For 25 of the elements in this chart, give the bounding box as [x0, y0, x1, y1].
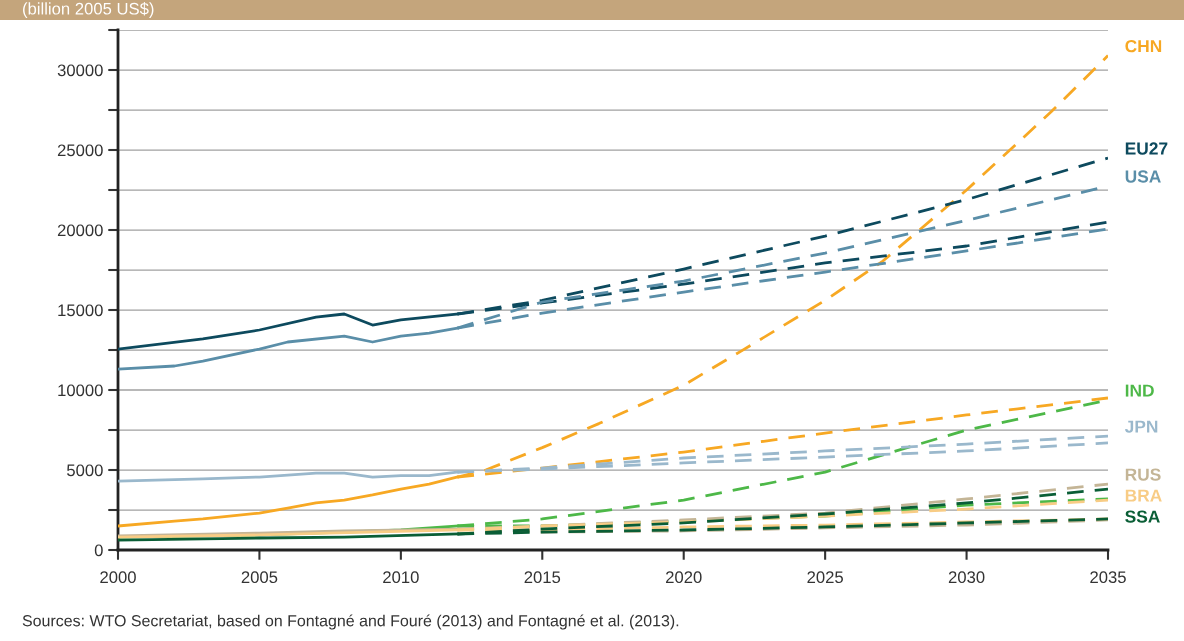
y-tick-label: 0	[94, 544, 103, 557]
series-label: USA	[1125, 170, 1161, 183]
x-tick-label: 2020	[666, 571, 702, 584]
x-tick-label: 2035	[1090, 571, 1126, 584]
y-tick-label: 20000	[57, 224, 103, 237]
y-tick-label: 30000	[57, 64, 103, 77]
y-tick-label: 10000	[58, 384, 103, 397]
x-tick-label: 2005	[241, 571, 278, 584]
source-note: Sources: WTO Secretariat, based on Fontagné and Fouré (2013) and Fontagné et al. (2013).	[22, 614, 679, 630]
series-label: JPN	[1124, 420, 1158, 433]
series-label: RUS	[1125, 468, 1161, 481]
y-tick-label: 15000	[58, 304, 103, 317]
series-label: CHN	[1125, 39, 1162, 53]
x-tick-label: 2025	[807, 571, 843, 584]
x-tick-label: 2030	[948, 571, 985, 584]
x-tick-label: 2015	[524, 571, 561, 584]
chart-subtitle: (billion 2005 US$)	[23, 2, 154, 18]
y-tick-label: 25000	[57, 144, 103, 157]
series-label: EU27	[1125, 142, 1168, 155]
series-label: IND	[1125, 384, 1154, 397]
x-tick-label: 2010	[383, 571, 419, 584]
x-tick-label: 2000	[100, 571, 136, 584]
series-label: SSA	[1125, 510, 1160, 523]
series-label: BRA	[1125, 489, 1162, 502]
y-tick-label: 5000	[67, 464, 103, 477]
